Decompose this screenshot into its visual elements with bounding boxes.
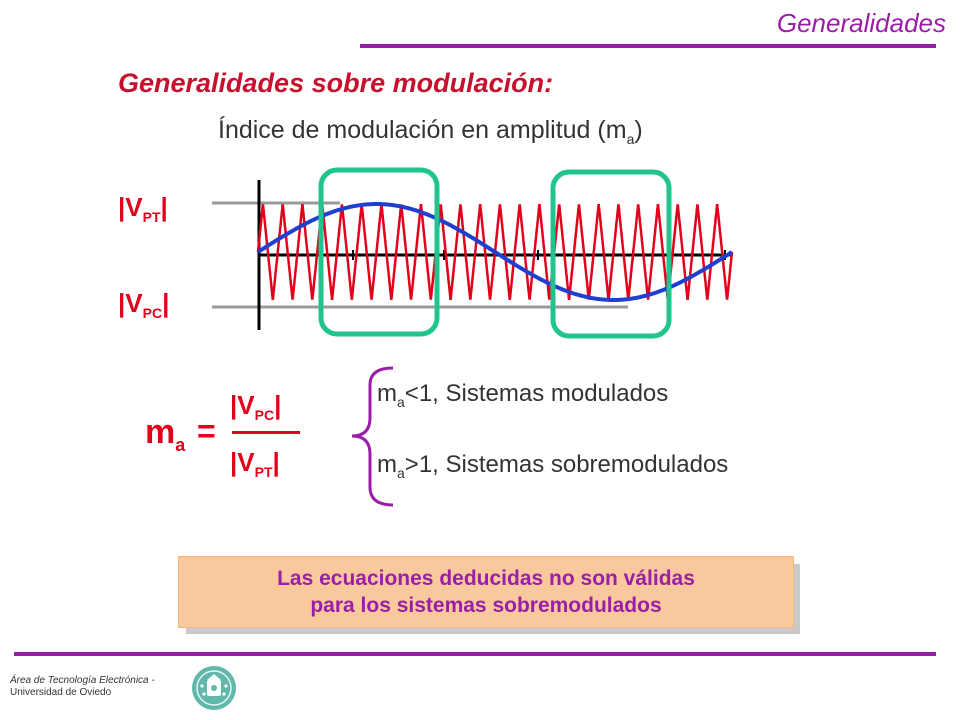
footer-line-1: Área de Tecnología Electrónica - bbox=[10, 675, 155, 686]
formula-a: a bbox=[175, 434, 186, 455]
condition-modulated: ma<1, Sistemas modulados bbox=[377, 380, 668, 410]
highlight-box-peak bbox=[318, 167, 440, 337]
subtitle-text: Índice de modulación en amplitud (m bbox=[218, 116, 627, 144]
den-sub: PT bbox=[254, 464, 273, 481]
highlight-box-trough bbox=[550, 169, 672, 339]
label-vpt: |VPT| bbox=[118, 192, 168, 225]
slide-subtitle: Índice de modulación en amplitud (ma) bbox=[218, 116, 643, 147]
university-seal-icon bbox=[192, 666, 236, 710]
den-end: | bbox=[272, 447, 280, 477]
modulating-envelope bbox=[256, 202, 734, 302]
formula-ma: ma bbox=[145, 413, 185, 456]
label-vpt-main: |V bbox=[118, 192, 143, 222]
num-sub: PC bbox=[254, 407, 275, 424]
cond2-m: m bbox=[377, 451, 397, 478]
subtitle-end: ) bbox=[634, 116, 643, 144]
label-vpc-main: |V bbox=[118, 288, 143, 318]
fraction-bar bbox=[232, 431, 300, 434]
label-vpt-sub: PT bbox=[142, 209, 161, 226]
note-box: Las ecuaciones deducidas no son válidas … bbox=[178, 556, 794, 628]
footer-line-2: Universidad de Oviedo bbox=[10, 687, 112, 698]
cond1-m: m bbox=[377, 380, 397, 407]
subtitle-sub: a bbox=[626, 131, 635, 147]
header-title: Generalidades bbox=[776, 8, 946, 38]
slide-heading: Generalidades sobre modulación: bbox=[118, 68, 554, 98]
cond2-a: a bbox=[397, 464, 405, 481]
formula-m: m bbox=[145, 413, 176, 451]
formula-equals: = bbox=[197, 413, 216, 449]
label-vpc-end: | bbox=[162, 288, 170, 318]
formula-denominator: |VPT| bbox=[230, 447, 280, 480]
label-vpc: |VPC| bbox=[118, 288, 169, 321]
curly-brace bbox=[351, 366, 394, 507]
cond1-a: a bbox=[397, 393, 405, 410]
cond2-text: >1, Sistemas sobremodulados bbox=[404, 451, 729, 478]
footer-text: Área de Tecnología Electrónica - Univers… bbox=[10, 675, 155, 699]
den-main: |V bbox=[230, 447, 255, 477]
note-line-2: para los sistemas sobremodulados bbox=[310, 594, 662, 617]
formula-numerator: |VPC| bbox=[230, 390, 281, 423]
condition-overmodulated: ma>1, Sistemas sobremodulados bbox=[377, 451, 728, 481]
num-main: |V bbox=[230, 390, 255, 420]
header-divider bbox=[360, 44, 936, 48]
label-vpc-sub: PC bbox=[142, 305, 163, 322]
note-line-1: Las ecuaciones deducidas no son válidas bbox=[277, 567, 695, 590]
num-end: | bbox=[274, 390, 282, 420]
label-vpt-end: | bbox=[160, 192, 168, 222]
cond1-text: <1, Sistemas modulados bbox=[404, 380, 669, 407]
footer-divider bbox=[14, 652, 936, 656]
